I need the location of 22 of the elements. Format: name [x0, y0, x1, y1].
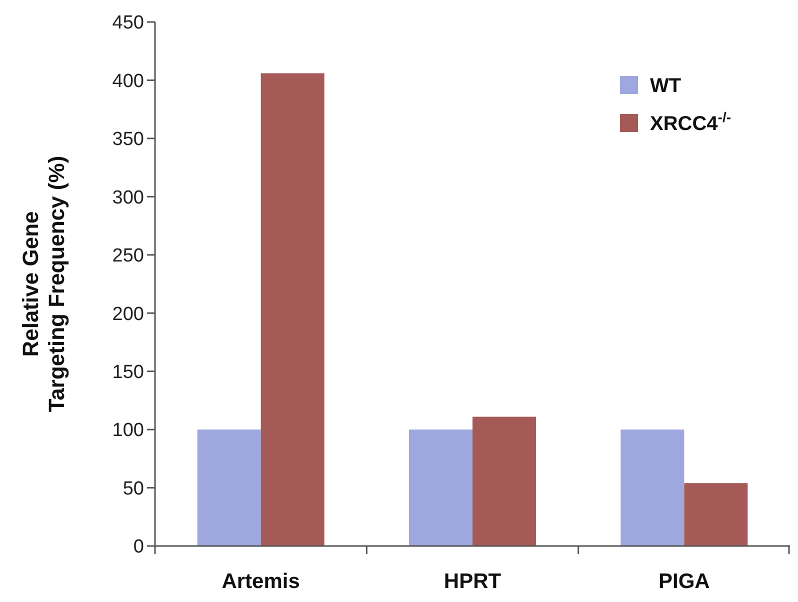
- y-tick-label: 0: [133, 536, 144, 558]
- bar: [409, 430, 472, 546]
- legend-label: XRCC4$^{-/-}$: [650, 109, 732, 135]
- bar: [197, 430, 261, 546]
- y-tick-label: 100: [112, 420, 144, 442]
- y-tick-label: 400: [112, 70, 144, 92]
- y-axis-title: Relative Gene Targeting Frequency (%): [18, 156, 69, 412]
- x-tick-label: Artemis: [222, 570, 300, 593]
- y-tick-label: 250: [112, 246, 144, 267]
- x-tick-label: PIGA: [658, 570, 710, 593]
- bar: [472, 416, 536, 546]
- bar: [260, 73, 324, 546]
- y-tick-label: 350: [112, 129, 144, 150]
- bar: [684, 483, 748, 546]
- y-tick-label: 200: [112, 304, 144, 325]
- x-tick-label: HPRT: [444, 570, 502, 593]
- y-tick-label: 300: [112, 187, 144, 208]
- bar: [620, 430, 684, 546]
- y-tick-label: 150: [112, 362, 144, 383]
- legend-label: WT: [650, 75, 682, 97]
- y-tick-label: 50: [122, 478, 144, 500]
- y-tick-label: 450: [112, 12, 144, 34]
